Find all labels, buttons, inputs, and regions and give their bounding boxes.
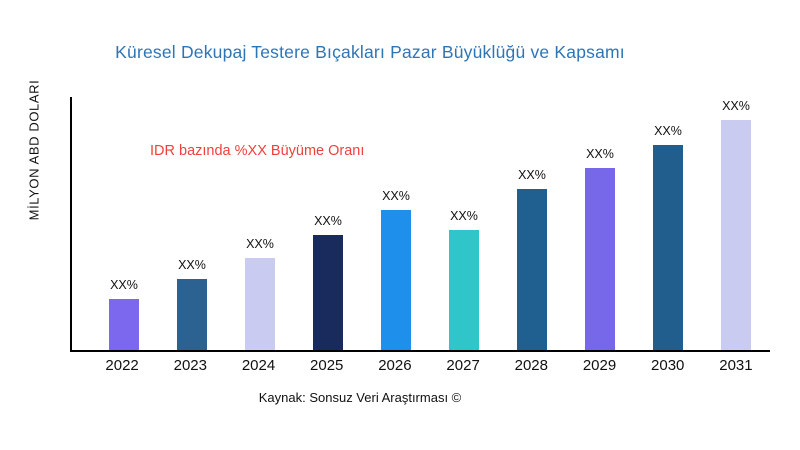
bar-value-label-2022: XX%: [110, 278, 138, 293]
x-tick-2027: 2027: [446, 357, 480, 374]
plot-area: IDR bazında %XX Büyüme Oranı XX% XX% XX% XX…: [70, 97, 770, 352]
bar-slot-2028: XX%: [498, 97, 566, 350]
bar-slot-2024: XX%: [226, 97, 294, 350]
x-tick-2030: 2030: [651, 357, 685, 374]
bar-2024: [245, 258, 275, 350]
bar-value-label-2028: XX%: [518, 168, 546, 182]
x-tick-2026: 2026: [378, 357, 412, 374]
x-tick-2029: 2029: [582, 357, 617, 374]
bars-container: XX% XX% XX% XX% XX% XX% XX% XX% XX% XX%: [72, 97, 770, 350]
bar-2030: [653, 145, 683, 350]
bar-2023: [177, 278, 207, 350]
bar-2031: [721, 120, 751, 350]
x-tick-2024: 2024: [241, 357, 276, 374]
bar-2028: [517, 189, 547, 350]
bar-slot-2023: XX%: [158, 97, 226, 350]
bar-value-label-2024: XX%: [246, 237, 274, 251]
chart-title: Küresel Dekupaj Testere Bıçakları Pazar …: [115, 42, 625, 62]
x-tick-2031: 2031: [719, 357, 753, 374]
bar-2026: [381, 209, 411, 350]
source-caption: Kaynak: Sonsuz Veri Araştırması ©: [258, 390, 462, 405]
x-tick-2025: 2025: [310, 357, 344, 374]
bar-slot-2027: XX%: [430, 97, 498, 350]
bar-2029: [585, 168, 615, 350]
bar-value-label-2029: XX%: [586, 147, 614, 162]
x-tick-2023: 2023: [173, 357, 207, 374]
bar-slot-2030: XX%: [634, 97, 702, 350]
bar-value-label-2026: XX%: [382, 188, 410, 203]
bar-2025: [313, 235, 343, 350]
bar-value-label-2023: XX%: [178, 257, 206, 272]
growth-annotation: IDR bazında %XX Büyüme Oranı: [150, 143, 365, 159]
bar-slot-2031: XX%: [702, 97, 770, 350]
x-tick-2028: 2028: [514, 357, 548, 374]
bar-slot-2022: XX%: [90, 97, 158, 350]
bar-value-label-2030: XX%: [654, 124, 682, 139]
bar-2022: [109, 299, 139, 350]
x-tick-2022: 2022: [105, 357, 139, 374]
bar-slot-2026: XX%: [362, 97, 430, 350]
x-axis-labels: 2022 2023 2024 2025 2026 2027 2028 2029 2030 2031: [70, 357, 770, 374]
bar-value-label-2027: XX%: [450, 209, 478, 224]
bar-value-label-2031: XX%: [722, 99, 750, 113]
bar-2027: [449, 230, 479, 350]
bar-slot-2025: XX%: [294, 97, 362, 350]
bar-value-label-2025: XX%: [314, 214, 342, 228]
bar-slot-2029: XX%: [566, 97, 634, 350]
y-axis-label: MİLYON ABD DOLARI: [26, 79, 42, 221]
